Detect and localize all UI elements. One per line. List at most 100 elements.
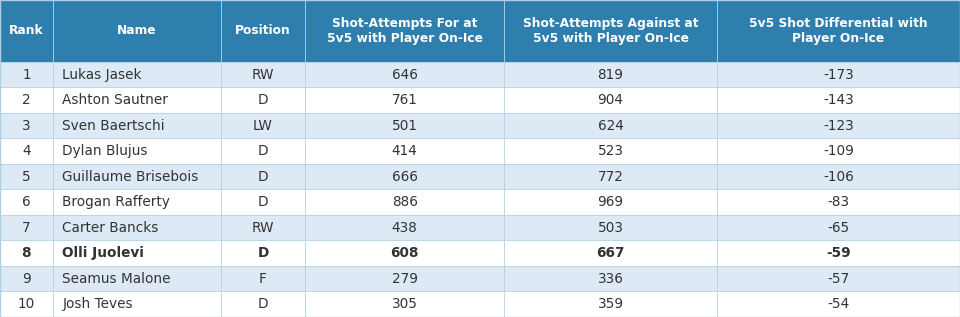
Text: RW: RW [252, 221, 275, 235]
Bar [305, 138, 504, 164]
Bar [305, 190, 504, 215]
Bar [53, 190, 221, 215]
Bar [221, 240, 305, 266]
Text: Position: Position [235, 24, 291, 37]
Bar [221, 113, 305, 139]
Text: -143: -143 [823, 93, 854, 107]
Bar [0, 0, 53, 62]
Bar [504, 62, 717, 87]
Bar [53, 164, 221, 190]
Bar [504, 164, 717, 190]
Bar [717, 292, 960, 317]
Text: Name: Name [117, 24, 156, 37]
Text: 1: 1 [22, 68, 31, 81]
Text: -54: -54 [828, 297, 850, 311]
Text: 886: 886 [392, 195, 418, 209]
Bar [53, 266, 221, 292]
Text: 667: 667 [596, 246, 625, 260]
Text: Ashton Sautner: Ashton Sautner [62, 93, 168, 107]
Text: 305: 305 [392, 297, 418, 311]
Text: 772: 772 [598, 170, 623, 184]
Text: 501: 501 [392, 119, 418, 133]
Bar [717, 164, 960, 190]
Bar [717, 266, 960, 292]
Bar [0, 292, 53, 317]
Text: Josh Teves: Josh Teves [62, 297, 133, 311]
Bar [0, 215, 53, 240]
Bar [221, 292, 305, 317]
Bar [717, 138, 960, 164]
Bar [221, 164, 305, 190]
Text: 438: 438 [392, 221, 418, 235]
Text: Olli Juolevi: Olli Juolevi [62, 246, 144, 260]
Bar [53, 87, 221, 113]
Bar [0, 62, 53, 87]
Text: -109: -109 [823, 144, 854, 158]
Bar [0, 138, 53, 164]
Bar [305, 240, 504, 266]
Text: 503: 503 [597, 221, 624, 235]
Bar [504, 113, 717, 139]
Bar [53, 62, 221, 87]
Text: 666: 666 [392, 170, 418, 184]
Bar [53, 240, 221, 266]
Bar [221, 215, 305, 240]
Text: D: D [258, 93, 268, 107]
Bar [0, 113, 53, 139]
Text: Shot-Attempts For at
5v5 with Player On-Ice: Shot-Attempts For at 5v5 with Player On-… [326, 17, 483, 45]
Text: Carter Bancks: Carter Bancks [62, 221, 158, 235]
Text: -173: -173 [823, 68, 854, 81]
Text: 4: 4 [22, 144, 31, 158]
Text: -106: -106 [823, 170, 854, 184]
Bar [504, 240, 717, 266]
Text: -65: -65 [828, 221, 850, 235]
Bar [504, 138, 717, 164]
Bar [221, 138, 305, 164]
Bar [0, 190, 53, 215]
Bar [717, 87, 960, 113]
Text: 904: 904 [597, 93, 624, 107]
Bar [0, 240, 53, 266]
Text: Seamus Malone: Seamus Malone [62, 272, 171, 286]
Bar [717, 190, 960, 215]
Text: D: D [257, 246, 269, 260]
Text: Shot-Attempts Against at
5v5 with Player On-Ice: Shot-Attempts Against at 5v5 with Player… [523, 17, 698, 45]
Text: 279: 279 [392, 272, 418, 286]
Bar [504, 87, 717, 113]
Text: Rank: Rank [9, 24, 44, 37]
Text: 3: 3 [22, 119, 31, 133]
Text: F: F [259, 272, 267, 286]
Text: Lukas Jasek: Lukas Jasek [62, 68, 142, 81]
Text: 8: 8 [21, 246, 32, 260]
Text: 414: 414 [392, 144, 418, 158]
Text: 646: 646 [392, 68, 418, 81]
Bar [53, 113, 221, 139]
Bar [0, 87, 53, 113]
Text: Guillaume Brisebois: Guillaume Brisebois [62, 170, 199, 184]
Bar [305, 87, 504, 113]
Bar [0, 266, 53, 292]
Bar [305, 215, 504, 240]
Text: 359: 359 [597, 297, 624, 311]
Text: -83: -83 [828, 195, 850, 209]
Bar [717, 240, 960, 266]
Text: -123: -123 [823, 119, 854, 133]
Text: 761: 761 [392, 93, 418, 107]
Bar [305, 164, 504, 190]
Bar [305, 113, 504, 139]
Text: D: D [258, 170, 268, 184]
Bar [221, 0, 305, 62]
Text: -57: -57 [828, 272, 850, 286]
Bar [221, 266, 305, 292]
Bar [53, 0, 221, 62]
Text: 336: 336 [598, 272, 623, 286]
Text: RW: RW [252, 68, 275, 81]
Bar [221, 62, 305, 87]
Text: D: D [258, 297, 268, 311]
Bar [221, 87, 305, 113]
Bar [504, 190, 717, 215]
Text: 2: 2 [22, 93, 31, 107]
Bar [504, 215, 717, 240]
Bar [717, 62, 960, 87]
Bar [305, 292, 504, 317]
